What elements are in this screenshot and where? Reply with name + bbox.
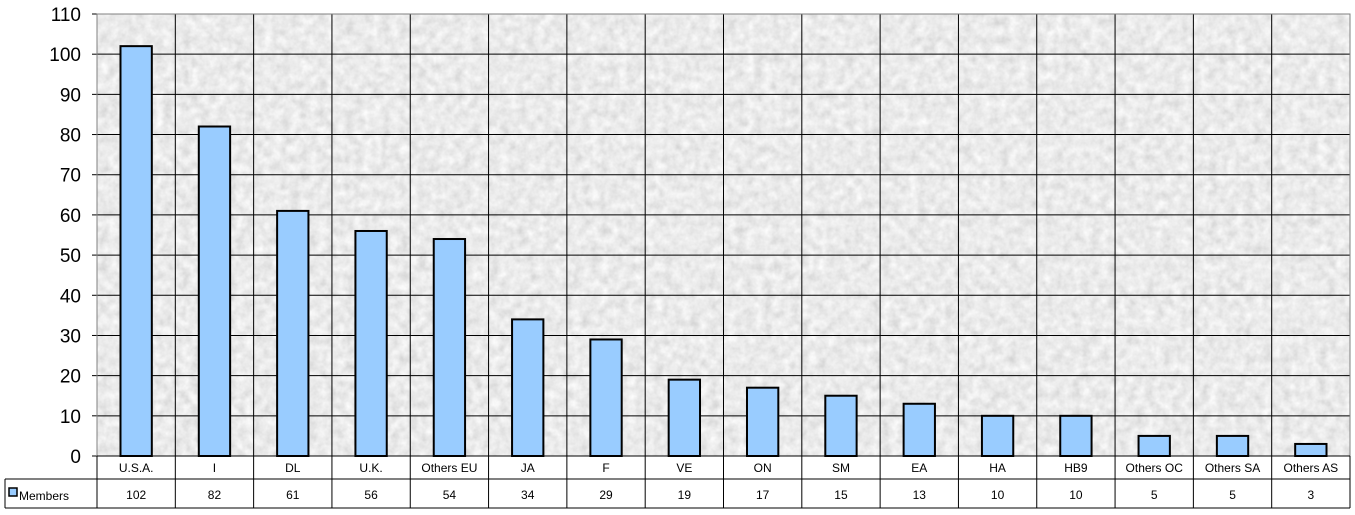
bar bbox=[589, 338, 623, 457]
category-label: U.K. bbox=[359, 461, 382, 475]
bar bbox=[745, 386, 780, 458]
bar bbox=[1215, 434, 1250, 457]
category-label: Others EU bbox=[421, 461, 477, 475]
y-tick-label: 40 bbox=[60, 286, 81, 307]
legend-label: Members bbox=[19, 489, 69, 503]
bar bbox=[354, 229, 388, 457]
category-label: HB9 bbox=[1064, 461, 1088, 475]
value-label: 3 bbox=[1308, 488, 1315, 502]
value-label: 17 bbox=[756, 488, 770, 502]
category-label: U.S.A. bbox=[119, 461, 154, 475]
y-tick-label: 110 bbox=[51, 5, 81, 26]
y-tick-label: 70 bbox=[60, 166, 81, 187]
y-axis: 0 10 20 30 40 50 60 70 80 90 100 110 bbox=[49, 5, 98, 468]
category-label: SM bbox=[832, 461, 850, 475]
category-label: ON bbox=[754, 461, 772, 475]
legend-swatch bbox=[8, 487, 18, 497]
value-label: 102 bbox=[126, 488, 146, 502]
category-label: Others OC bbox=[1126, 461, 1184, 475]
category-label: DL bbox=[285, 461, 301, 475]
category-label: HA bbox=[989, 461, 1006, 475]
data-table: U.S.A. 102 I 82 DL 61 U.K. 56 Others EU 54 JA 34 F 29… bbox=[4, 455, 1351, 509]
bar bbox=[432, 238, 467, 457]
bar bbox=[511, 318, 545, 457]
y-tick-label: 10 bbox=[60, 407, 81, 428]
value-label: 5 bbox=[1151, 488, 1158, 502]
value-label: 5 bbox=[1229, 488, 1236, 502]
value-label: 82 bbox=[208, 488, 222, 502]
category-label: I bbox=[213, 461, 216, 475]
bar bbox=[980, 414, 1015, 457]
value-label: 13 bbox=[913, 488, 927, 502]
y-tick-label: 20 bbox=[60, 367, 81, 388]
y-tick-label: 90 bbox=[60, 85, 81, 106]
value-label: 15 bbox=[834, 488, 848, 502]
value-label: 29 bbox=[599, 488, 613, 502]
value-label: 10 bbox=[1069, 488, 1083, 502]
category-label: EA bbox=[911, 461, 927, 475]
bar bbox=[1059, 414, 1093, 457]
y-tick-label: 0 bbox=[70, 447, 81, 468]
y-tick-label: 100 bbox=[49, 45, 81, 66]
category-label: Others SA bbox=[1205, 461, 1260, 475]
y-tick-label: 50 bbox=[60, 246, 81, 267]
bar bbox=[1294, 442, 1328, 458]
value-label: 19 bbox=[678, 488, 692, 502]
category-label: VE bbox=[676, 461, 692, 475]
y-tick-label: 60 bbox=[60, 206, 81, 227]
bar bbox=[902, 402, 936, 458]
bar bbox=[824, 394, 858, 457]
bars bbox=[119, 45, 1328, 458]
category-label: F bbox=[602, 461, 609, 475]
bar bbox=[119, 45, 153, 458]
category-label: JA bbox=[521, 461, 535, 475]
bar bbox=[1137, 434, 1171, 457]
value-label: 56 bbox=[364, 488, 378, 502]
y-tick-label: 30 bbox=[60, 326, 81, 347]
value-label: 34 bbox=[521, 488, 535, 502]
bar bbox=[667, 378, 702, 457]
value-label: 54 bbox=[443, 488, 457, 502]
bar bbox=[276, 209, 310, 457]
value-label: 10 bbox=[991, 488, 1005, 502]
value-label: 61 bbox=[286, 488, 300, 502]
y-tick-label: 80 bbox=[60, 126, 81, 147]
bar bbox=[197, 125, 232, 457]
category-label: Others AS bbox=[1283, 461, 1338, 475]
